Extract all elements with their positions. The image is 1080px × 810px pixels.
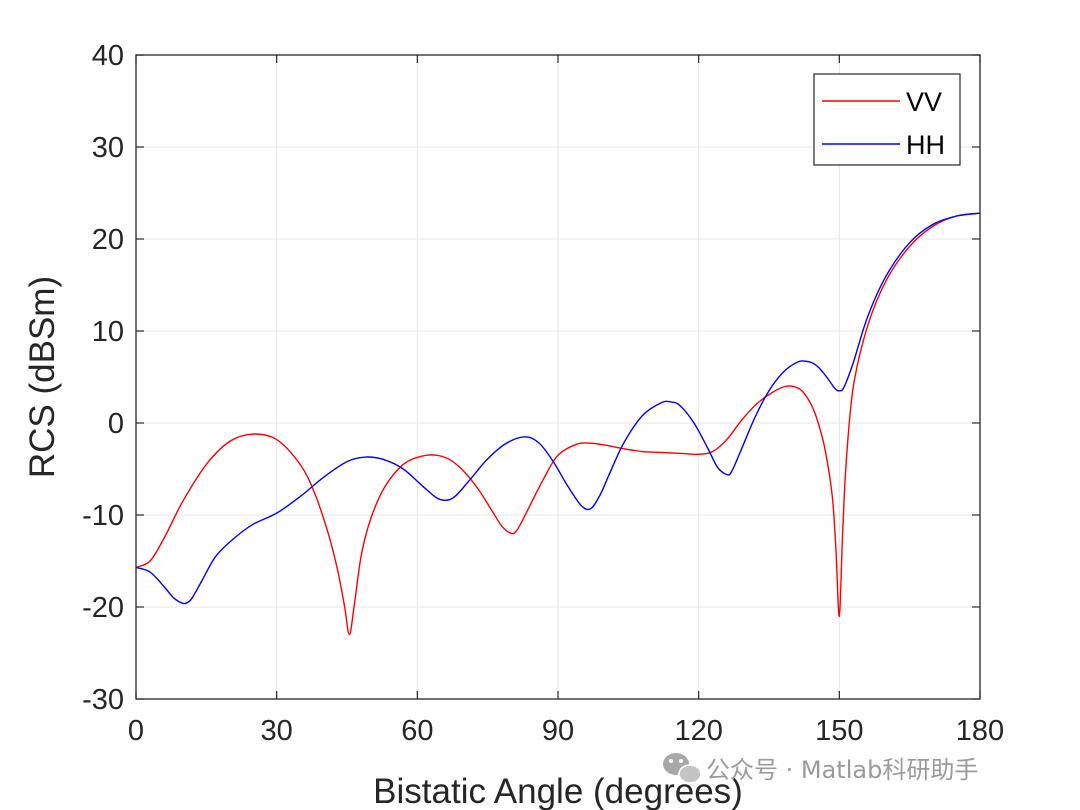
y-tick-label: -10 xyxy=(82,500,124,532)
y-tick-label: -20 xyxy=(82,592,124,624)
series-line-hh xyxy=(135,212,981,605)
axis-ticks xyxy=(135,54,981,700)
x-tick-label: 60 xyxy=(401,715,433,747)
watermark-text: 公众号 · Matlab科研助手 xyxy=(706,756,978,784)
x-tick-label: 30 xyxy=(261,715,293,747)
wechat-icon xyxy=(663,753,702,784)
x-tick-label: 0 xyxy=(128,715,144,747)
tick-labels: 0 30 60 90 120 150 180 -30 -20 -10 0 10 20 30 40 xyxy=(82,40,1004,747)
x-tick-label: 150 xyxy=(815,715,863,747)
y-tick-label: 0 xyxy=(108,408,124,440)
y-tick-label: -30 xyxy=(82,684,124,716)
legend-label-hh: HH xyxy=(906,130,945,160)
watermark: 公众号 · Matlab科研助手 xyxy=(663,753,978,784)
y-tick-label: 10 xyxy=(92,316,124,348)
x-tick-label: 90 xyxy=(542,715,574,747)
legend: VV HH xyxy=(813,73,961,166)
series-line-vv xyxy=(135,212,981,636)
x-tick-label: 180 xyxy=(956,715,1004,747)
y-tick-label: 20 xyxy=(92,224,124,256)
y-tick-label: 30 xyxy=(92,132,124,164)
legend-label-vv: VV xyxy=(906,87,942,117)
x-tick-label: 120 xyxy=(674,715,722,747)
y-tick-label: 40 xyxy=(92,40,124,72)
y-axis-label: RCS (dBSm) xyxy=(23,276,62,478)
legend-box xyxy=(813,73,961,166)
series-lines xyxy=(135,212,981,636)
